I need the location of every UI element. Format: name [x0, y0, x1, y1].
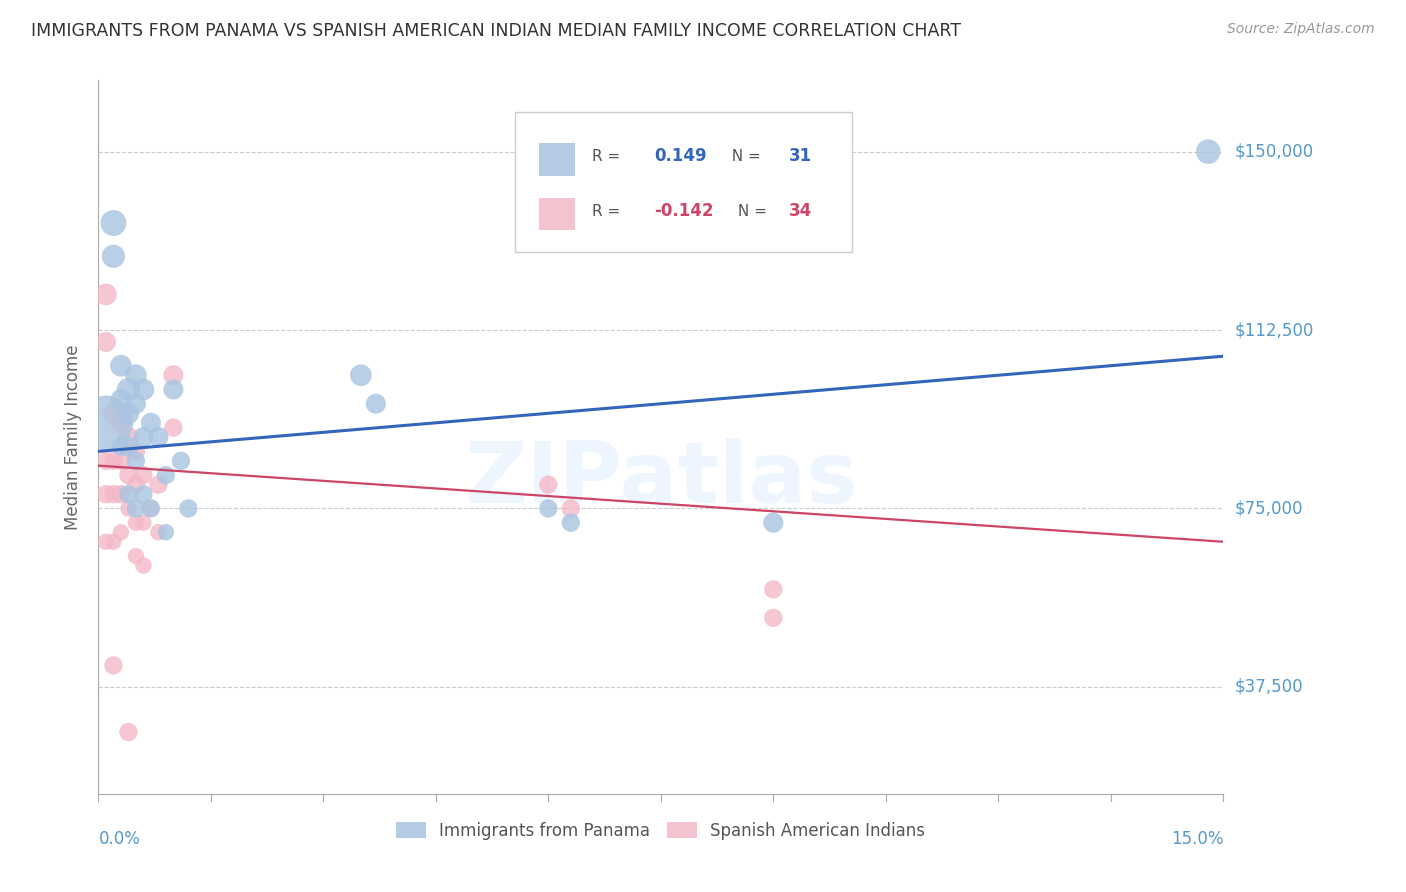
Point: [350, 368, 373, 383]
Point: [117, 501, 139, 516]
Point: [132, 516, 155, 530]
Legend: Immigrants from Panama, Spanish American Indians: Immigrants from Panama, Spanish American…: [389, 815, 932, 847]
Y-axis label: Median Family Income: Median Family Income: [65, 344, 83, 530]
Point: [117, 406, 139, 420]
Point: [148, 477, 170, 491]
Point: [103, 249, 125, 263]
Text: Source: ZipAtlas.com: Source: ZipAtlas.com: [1227, 22, 1375, 37]
Point: [117, 468, 139, 483]
Point: [94, 416, 117, 430]
Point: [132, 487, 155, 501]
Text: 0.149: 0.149: [654, 147, 707, 165]
Point: [94, 287, 117, 301]
FancyBboxPatch shape: [515, 112, 852, 252]
Point: [762, 611, 785, 625]
Point: [162, 420, 184, 434]
Point: [110, 487, 132, 501]
Point: [139, 416, 162, 430]
Point: [103, 658, 125, 673]
Point: [110, 392, 132, 406]
Point: [762, 516, 785, 530]
Point: [117, 440, 139, 454]
Point: [170, 454, 193, 468]
Point: [103, 454, 125, 468]
Point: [125, 397, 148, 411]
Point: [110, 525, 132, 540]
Point: [125, 444, 148, 458]
Point: [117, 383, 139, 397]
Point: [103, 216, 125, 230]
Point: [94, 487, 117, 501]
Point: [560, 516, 582, 530]
Text: R =: R =: [592, 203, 626, 219]
Point: [103, 406, 125, 420]
Point: [110, 440, 132, 454]
Point: [155, 468, 177, 483]
Text: R =: R =: [592, 149, 626, 164]
Point: [139, 501, 162, 516]
Bar: [540, 143, 575, 176]
Point: [537, 501, 560, 516]
Text: IMMIGRANTS FROM PANAMA VS SPANISH AMERICAN INDIAN MEDIAN FAMILY INCOME CORRELATI: IMMIGRANTS FROM PANAMA VS SPANISH AMERIC…: [31, 22, 960, 40]
Point: [364, 397, 387, 411]
Point: [125, 549, 148, 563]
Text: -0.142: -0.142: [654, 202, 714, 220]
Text: N =: N =: [721, 149, 765, 164]
Point: [132, 430, 155, 444]
Point: [1197, 145, 1219, 159]
Text: 15.0%: 15.0%: [1171, 830, 1223, 847]
Point: [94, 454, 117, 468]
Point: [762, 582, 785, 597]
Point: [117, 430, 139, 444]
Text: 31: 31: [789, 147, 813, 165]
Text: 0.0%: 0.0%: [98, 830, 141, 847]
Text: $112,500: $112,500: [1234, 321, 1313, 339]
Point: [125, 501, 148, 516]
Point: [94, 534, 117, 549]
Point: [117, 487, 139, 501]
Point: [155, 525, 177, 540]
Point: [110, 416, 132, 430]
Point: [125, 516, 148, 530]
Text: N =: N =: [733, 203, 772, 219]
Point: [103, 487, 125, 501]
Text: $75,000: $75,000: [1234, 500, 1303, 517]
Point: [125, 477, 148, 491]
Point: [177, 501, 200, 516]
Point: [117, 725, 139, 739]
Point: [132, 383, 155, 397]
Text: 34: 34: [789, 202, 813, 220]
Point: [537, 477, 560, 491]
Point: [148, 525, 170, 540]
Bar: [540, 198, 575, 230]
Text: $37,500: $37,500: [1234, 678, 1303, 696]
Point: [139, 501, 162, 516]
Point: [125, 454, 148, 468]
Point: [132, 558, 155, 573]
Point: [132, 468, 155, 483]
Point: [94, 334, 117, 349]
Point: [148, 430, 170, 444]
Point: [162, 368, 184, 383]
Point: [110, 454, 132, 468]
Point: [560, 501, 582, 516]
Text: $150,000: $150,000: [1234, 143, 1313, 161]
Point: [162, 383, 184, 397]
Point: [125, 368, 148, 383]
Point: [110, 359, 132, 373]
Point: [103, 534, 125, 549]
Text: ZIPatlas: ZIPatlas: [464, 438, 858, 522]
